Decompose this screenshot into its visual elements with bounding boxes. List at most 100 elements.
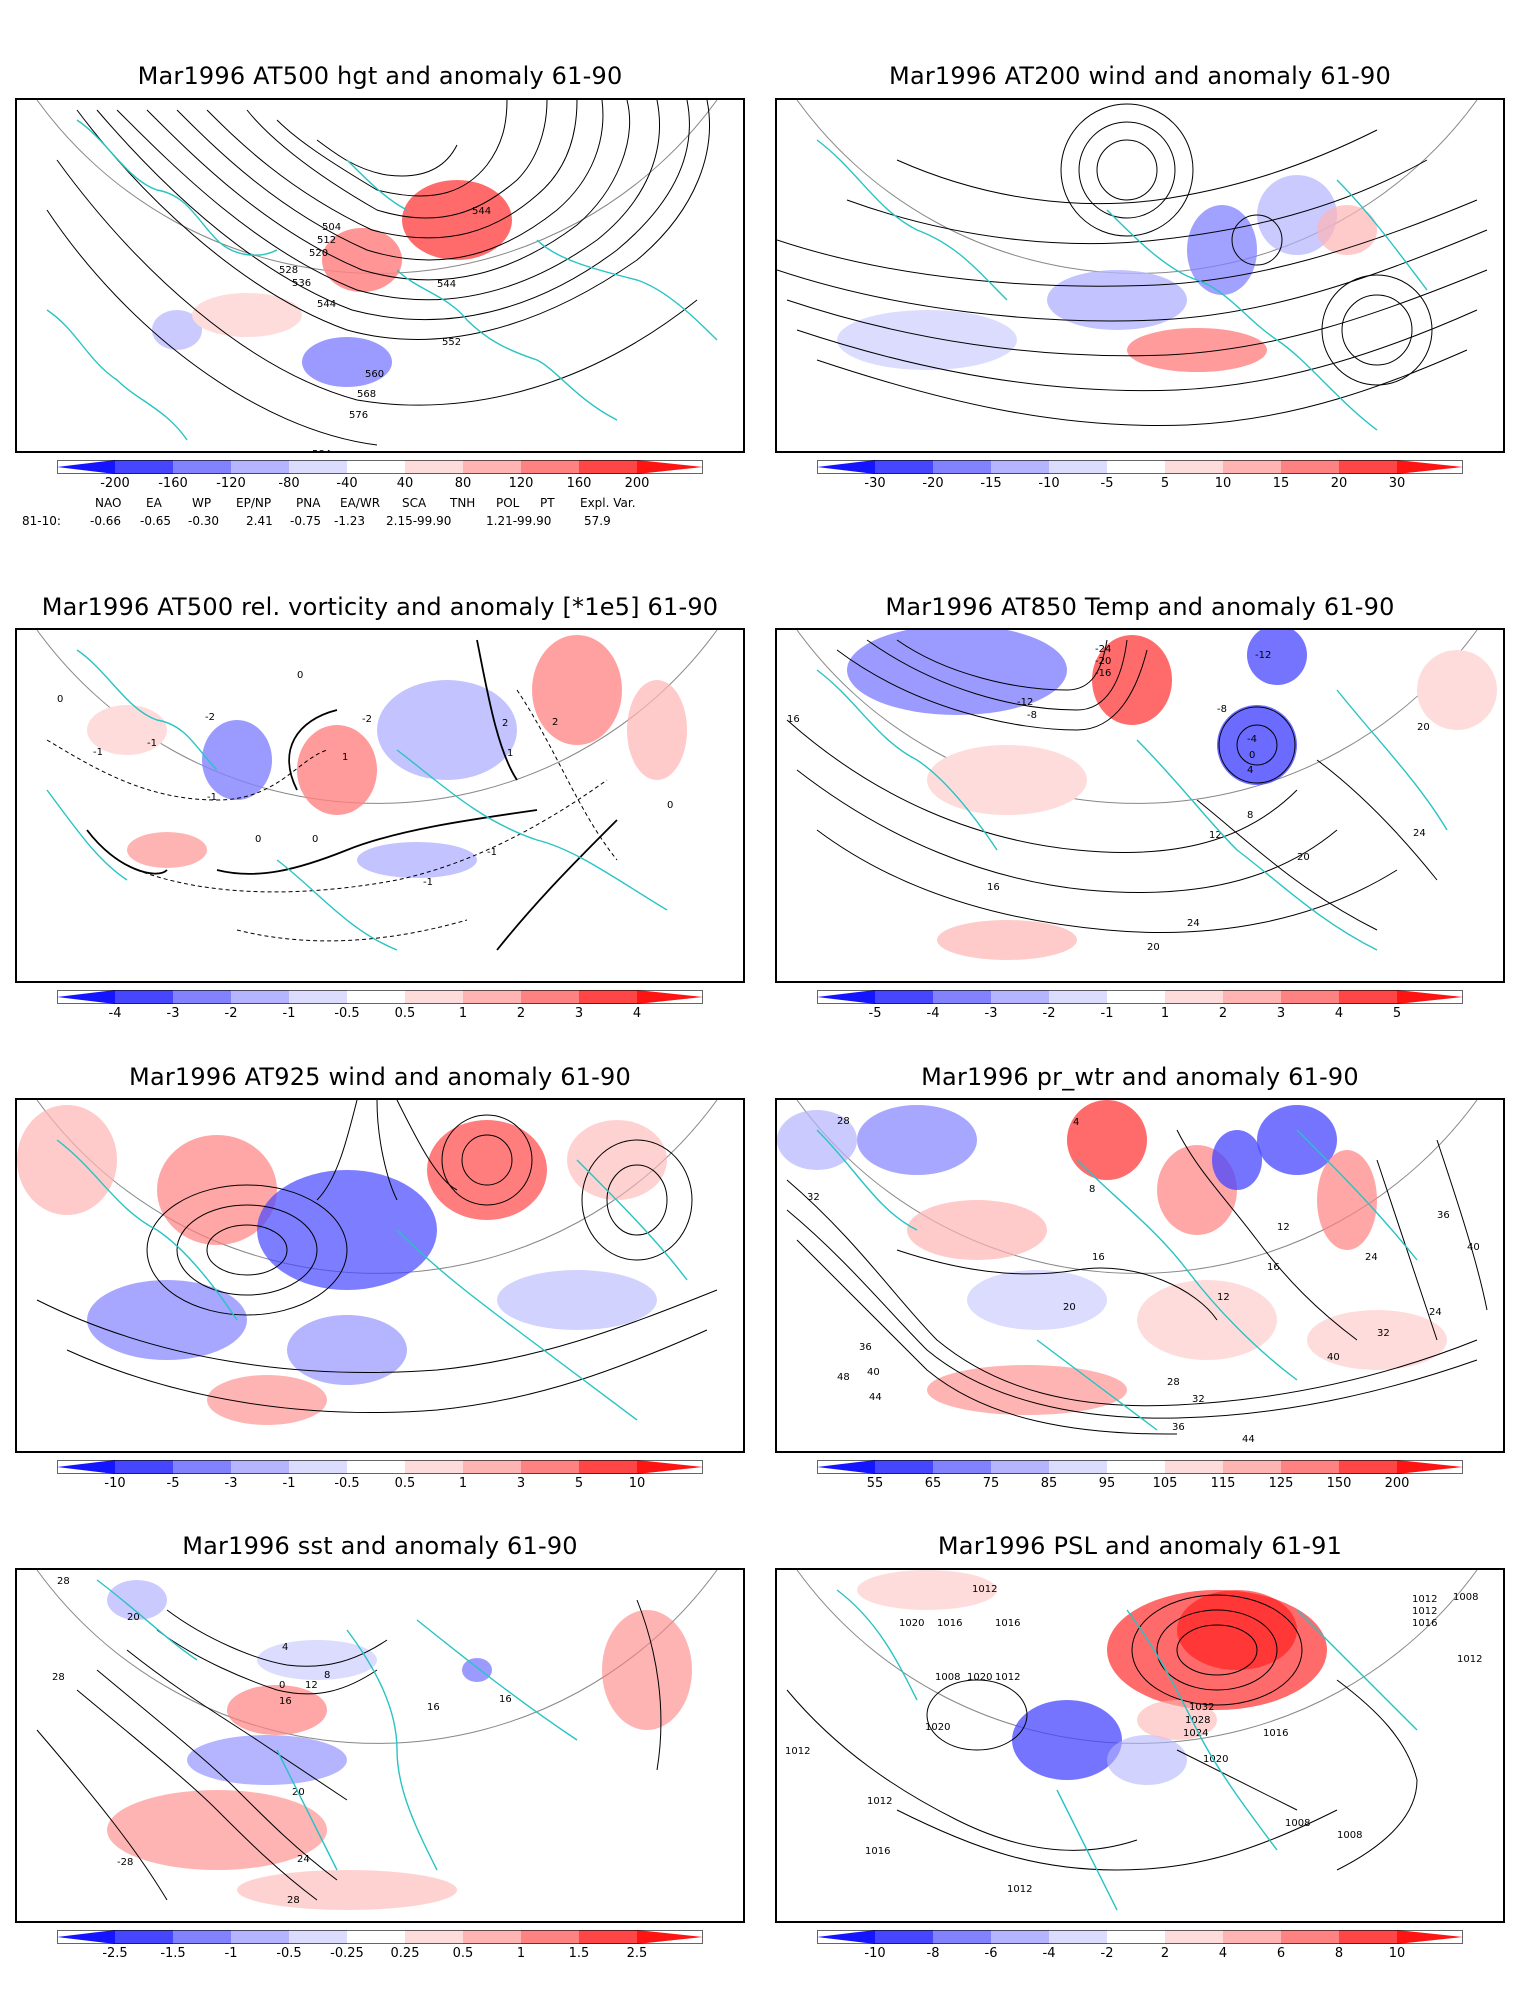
colorbar-tick: -1	[224, 1946, 238, 1961]
contour-label: -1	[207, 792, 217, 803]
index-name: EA/WR	[340, 496, 381, 510]
colorbar-tick: 0.25	[390, 1946, 420, 1961]
colorbar-tick: -160	[158, 476, 188, 491]
map-panel-1: 504 512 520 528 536 544 544 544 552 560 …	[15, 98, 745, 453]
contour-label: 24	[1365, 1252, 1378, 1263]
index-name: WP	[192, 496, 212, 510]
index-name: SCA	[402, 496, 427, 510]
contour-label: 1012	[1007, 1884, 1032, 1895]
map-panel-6: 28 32 36 40 44 48 4 8 12 16 20 24 28 32 …	[775, 1098, 1505, 1453]
contour-label: -24	[1095, 644, 1111, 655]
contour-label: -20	[1095, 656, 1111, 667]
colorbar-tick: 0.5	[394, 1006, 416, 1021]
contour-label: 16	[427, 1702, 440, 1713]
anomaly-positive	[192, 293, 302, 337]
colorbar-tick: -5	[1100, 476, 1114, 491]
colorbar-tick: 1	[458, 1476, 468, 1491]
colorbar-tick: -2	[1100, 1946, 1114, 1961]
contour-label: 20	[1297, 852, 1310, 863]
colorbar-tick: -3	[224, 1476, 238, 1491]
anomaly-negative	[152, 310, 202, 350]
map-panel-8: 1012 1016 1016 1020 1008 1020 1012 1032 …	[775, 1568, 1505, 1923]
contour-label: -1	[487, 847, 497, 858]
colorbar-labels-1: -200 -160 -120 -80 -40 40 80 120 160 200	[57, 476, 703, 492]
contour-label: 44	[869, 1392, 882, 1403]
contour-label: 1016	[937, 1618, 962, 1629]
index-name: TNH	[450, 496, 476, 510]
contour-label: 20	[127, 1612, 140, 1623]
index-value: -0.30	[188, 514, 220, 528]
colorbar-tick: 200	[624, 476, 650, 491]
colorbar-labels-8: -10 -8 -6 -4 -2 2 4 6 8 10	[817, 1946, 1463, 1962]
colorbar-labels-7: -2.5 -1.5 -1 -0.5 -0.25 0.25 0.5 1 1.5 2…	[57, 1946, 703, 1962]
contour-label: 0	[312, 834, 318, 845]
contour-label: 1	[342, 752, 348, 763]
colorbar-labels-5: -10 -5 -3 -1 -0.5 0.5 1 3 5 10	[57, 1476, 703, 1492]
colorbar-tick: -40	[336, 476, 358, 491]
colorbar-tick: 2	[1218, 1006, 1228, 1021]
colorbar-tick: -4	[1042, 1946, 1056, 1961]
colorbar-tick: 15	[1272, 476, 1290, 491]
colorbar-tick: 80	[454, 476, 472, 491]
contour-label: -12	[1255, 650, 1271, 661]
index-value: 2.41	[246, 514, 273, 528]
colorbar-labels-3: -4 -3 -2 -1 -0.5 0.5 1 2 3 4	[57, 1006, 703, 1022]
colorbar-tick: -30	[864, 476, 886, 491]
contour-label: 1024	[1183, 1728, 1208, 1739]
contour-label: -8	[1027, 710, 1037, 721]
colorbar-tick: 120	[508, 476, 534, 491]
colorbar-tick: -5	[868, 1006, 882, 1021]
contour-label: 20	[1063, 1302, 1076, 1313]
contour-label: 32	[1377, 1328, 1390, 1339]
contour-label: 8	[1247, 810, 1253, 821]
colorbar-tick: -0.25	[330, 1946, 364, 1961]
height-contours	[46, 100, 710, 446]
contour-label: 0	[57, 694, 63, 705]
contour-label: -12	[1017, 697, 1033, 708]
contour-label: 0	[255, 834, 261, 845]
contour-label: 16	[499, 1694, 512, 1705]
map-plot: 504 512 520 528 536 544 544 544 552 560 …	[36, 100, 718, 451]
anomaly-positive	[402, 180, 512, 260]
contour-label: 12	[1217, 1292, 1230, 1303]
colorbar-6	[817, 1459, 1463, 1474]
contour-label: 1016	[1412, 1618, 1437, 1629]
map-plot: 28 32 36 40 44 48 4 8 12 16 20 24 28 32 …	[777, 1100, 1488, 1445]
teleconnection-indices: NAO EA WP EP/NP PNA EA/WR SCA TNH POL PT…	[0, 496, 760, 532]
colorbar-tick: 20	[1330, 476, 1348, 491]
map-panel-2	[775, 98, 1505, 453]
contour-label: 1020	[967, 1672, 992, 1683]
contour-label: 1012	[1412, 1594, 1437, 1605]
contour-labels: 504 512 520 528 536 544 544 544 552 560 …	[279, 206, 491, 451]
index-value: -0.65	[140, 514, 172, 528]
colorbar-tick: 0.5	[452, 1946, 474, 1961]
colorbar-tick: -3	[984, 1006, 998, 1021]
colorbar-2	[817, 459, 1463, 474]
colorbar-labels-4: -5 -4 -3 -2 -1 1 2 3 4 5	[817, 1006, 1463, 1022]
contour-label: 544	[437, 279, 456, 290]
map-plot	[17, 1100, 718, 1425]
contour-label: -1	[423, 877, 433, 888]
colorbar-8	[817, 1929, 1463, 1944]
colorbar-tick: -20	[922, 476, 944, 491]
contour-label: 16	[987, 882, 1000, 893]
index-name: PT	[540, 496, 555, 510]
map-panel-5	[15, 1098, 745, 1453]
contour-label: 584	[312, 449, 331, 451]
contour-label: 36	[1437, 1210, 1450, 1221]
colorbar-tick: 4	[1218, 1946, 1228, 1961]
colorbar-tick: -10	[1038, 476, 1060, 491]
index-value: -1.23	[334, 514, 366, 528]
colorbar-tick: -1	[1100, 1006, 1114, 1021]
contour-label: 28	[57, 1576, 70, 1587]
colorbar-tick: 55	[866, 1476, 884, 1491]
contour-label: 4	[282, 1642, 288, 1653]
contour-label: 1028	[1185, 1715, 1210, 1726]
contour-label: -16	[1095, 668, 1111, 679]
contour-label: -8	[1217, 704, 1227, 715]
index-value: -0.75	[290, 514, 322, 528]
contour-label: 520	[309, 248, 328, 259]
contour-label: 1	[507, 748, 513, 759]
colorbar-tick: 3	[574, 1006, 584, 1021]
contour-label: 1012	[867, 1796, 892, 1807]
